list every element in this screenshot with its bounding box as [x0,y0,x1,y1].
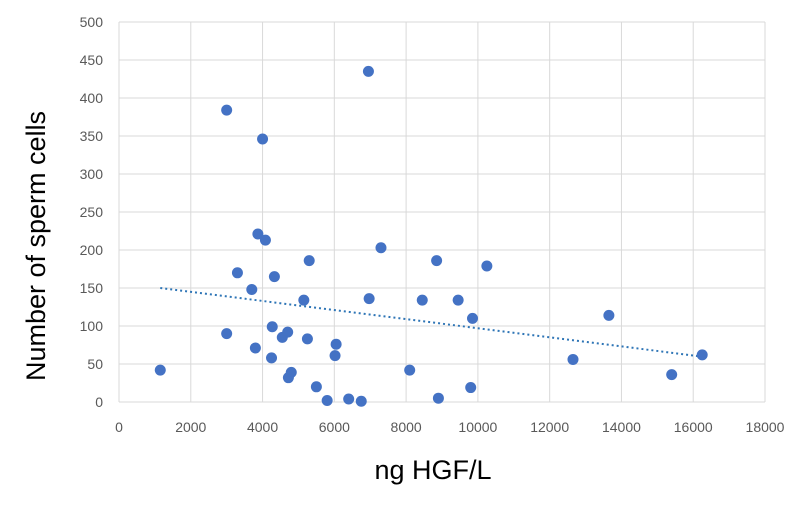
data-point [696,349,708,361]
data-point [303,255,315,267]
data-point [282,326,294,338]
x-tick-label: 10000 [458,419,497,435]
data-point [363,293,375,305]
y-axis-ticks: 0 50 100 150 200 250 300 350 400 450 500 [80,14,104,410]
data-point [404,364,416,376]
y-tick-label: 350 [80,128,104,144]
y-tick-label: 250 [80,204,104,220]
data-point [268,271,280,283]
data-point [603,309,615,321]
data-point [266,352,278,364]
x-tick-label: 8000 [391,419,422,435]
x-axis-title: ng HGF/L [374,455,491,485]
data-point [416,294,428,306]
trendline [160,287,701,358]
data-point [231,267,243,279]
y-tick-label: 0 [95,394,103,410]
y-tick-label: 200 [80,242,104,258]
data-point [259,234,271,246]
data-point [452,294,464,306]
x-tick-label: 6000 [319,419,350,435]
data-point [257,133,269,145]
y-axis-title: Number of sperm cells [21,111,51,381]
data-point [431,255,443,267]
y-tick-label: 50 [87,356,103,372]
data-point [329,350,341,362]
x-tick-label: 14000 [602,419,641,435]
data-point [362,65,374,77]
data-point [154,364,166,376]
data-point [249,342,261,354]
data-point [298,294,310,306]
x-tick-label: 18000 [746,419,785,435]
y-tick-label: 450 [80,52,104,68]
x-tick-label: 2000 [175,419,206,435]
data-point [221,104,233,116]
x-axis-ticks: 0 2000 4000 6000 8000 10000 12000 14000 16000 180… [115,419,785,435]
y-tick-label: 150 [80,280,104,296]
trendline-group [160,287,701,358]
x-tick-label: 16000 [674,419,713,435]
data-point [321,394,333,406]
y-tick-label: 400 [80,90,104,106]
data-point [467,312,479,324]
data-point [567,353,579,365]
data-point [375,242,387,254]
data-point [246,284,258,296]
data-point [666,369,678,381]
x-tick-label: 0 [115,419,123,435]
data-point [355,395,367,407]
y-tick-label: 100 [80,318,104,334]
data-point [465,382,477,394]
data-point [252,228,264,240]
data-point [432,392,444,404]
y-tick-label: 500 [80,14,104,30]
data-point [481,260,493,272]
data-point [343,393,355,405]
x-tick-label: 12000 [530,419,569,435]
y-tick-label: 300 [80,166,104,182]
data-point [301,333,313,345]
data-point [221,328,233,340]
gridlines [118,21,766,403]
data-point [266,321,278,333]
data-point [285,366,297,378]
data-point [310,381,322,393]
data-point [330,338,342,350]
data-points [154,65,708,407]
x-tick-label: 4000 [247,419,278,435]
